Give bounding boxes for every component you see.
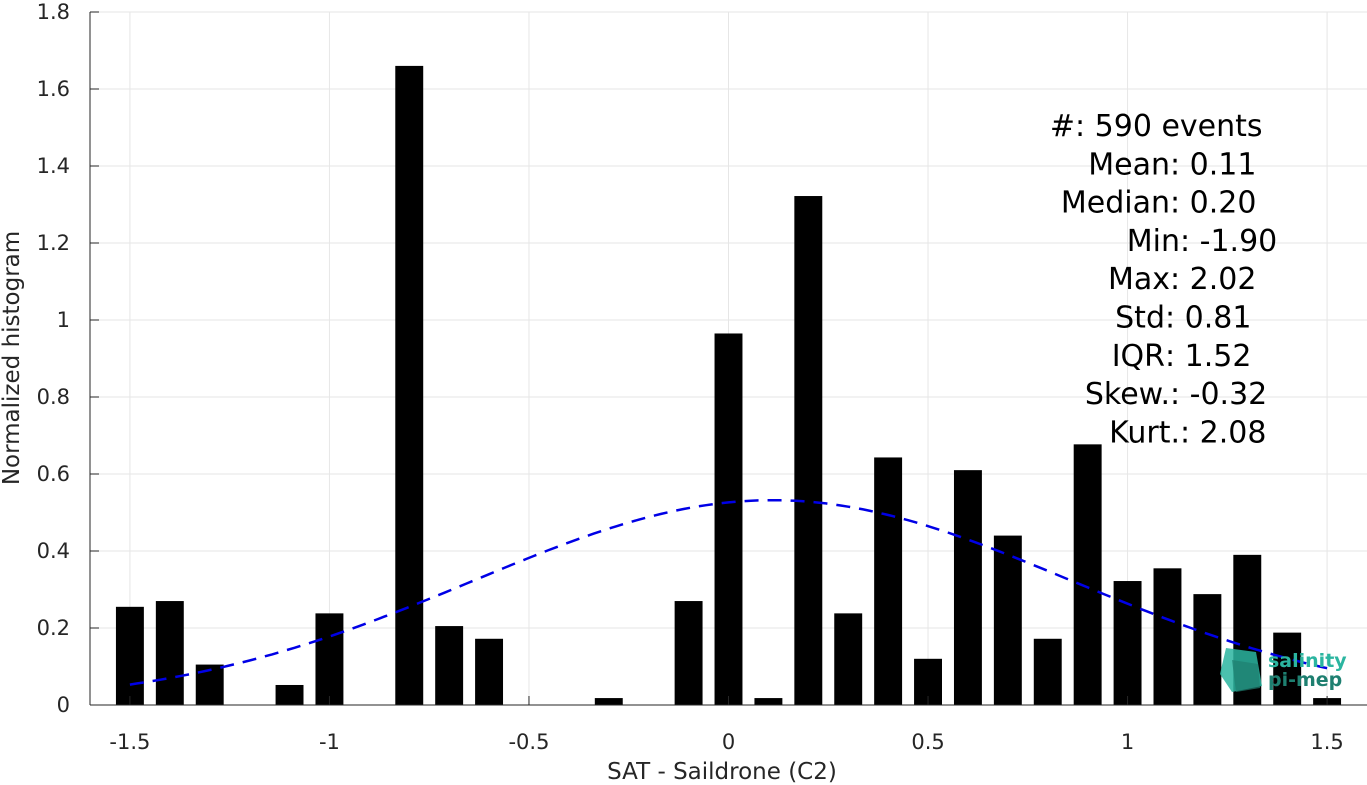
histogram-bar bbox=[953, 470, 982, 705]
x-tick-label: -0.5 bbox=[508, 730, 549, 754]
axes bbox=[89, 11, 1367, 706]
stats-label: Max bbox=[1108, 262, 1170, 297]
histogram-bar bbox=[874, 457, 903, 705]
logo-mark-shade-icon bbox=[1232, 660, 1260, 692]
stats-value: : 590 events bbox=[1075, 109, 1263, 144]
x-tick-labels: -1.5 -1 -0.5 0 0.5 1 1.5 bbox=[109, 730, 1343, 754]
histogram-bar bbox=[674, 601, 703, 705]
histogram-bar bbox=[594, 698, 623, 705]
x-tick-label: 1.5 bbox=[1310, 730, 1343, 754]
x-tick-label: 0 bbox=[722, 730, 735, 754]
y-tick-label: 1.2 bbox=[37, 231, 70, 255]
logo-line2: pi-mep bbox=[1268, 669, 1342, 691]
stats-value: : -1.90 bbox=[1180, 224, 1277, 259]
salinity-pi-mep-logo: salinity pi-mep bbox=[1220, 648, 1347, 692]
stats-value: : 0.11 bbox=[1170, 147, 1256, 182]
stats-value: : 0.20 bbox=[1170, 186, 1256, 221]
stats-value: : 2.08 bbox=[1180, 415, 1266, 450]
stats-label: Kurt. bbox=[1109, 415, 1180, 450]
stats-label: Skew. bbox=[1085, 377, 1170, 412]
histogram-bar bbox=[834, 613, 863, 705]
stats-label: # bbox=[1050, 109, 1075, 144]
y-tick-label: 0.4 bbox=[37, 539, 70, 563]
y-tick-label: 1 bbox=[57, 308, 70, 332]
histogram-bar bbox=[435, 626, 464, 705]
histogram-bar bbox=[1113, 581, 1142, 705]
histogram-bar bbox=[754, 698, 783, 705]
histogram-bar bbox=[1033, 638, 1062, 705]
histogram-bar bbox=[1153, 568, 1182, 705]
x-tick-label: 1 bbox=[1121, 730, 1134, 754]
histogram-bar bbox=[993, 535, 1022, 705]
stats-label: IQR bbox=[1112, 339, 1165, 374]
stats-label: Mean bbox=[1088, 147, 1170, 182]
x-tick-label: -1.5 bbox=[109, 730, 150, 754]
stats-value: : 1.52 bbox=[1165, 339, 1251, 374]
histogram-bar bbox=[794, 196, 823, 705]
histogram-bar bbox=[115, 606, 144, 705]
x-tick-label: 0.5 bbox=[911, 730, 944, 754]
stats-label: Min bbox=[1127, 224, 1180, 259]
histogram-bar bbox=[1193, 594, 1222, 705]
histogram-bar bbox=[155, 601, 184, 705]
histogram-bar bbox=[395, 65, 424, 705]
y-tick-label: 0.2 bbox=[37, 616, 70, 640]
y-tick-label: 1.8 bbox=[37, 0, 70, 24]
stats-label: Median bbox=[1061, 186, 1170, 221]
histogram-bar bbox=[1073, 444, 1102, 705]
histogram-bar bbox=[714, 333, 743, 705]
y-tick-label: 0.8 bbox=[37, 385, 70, 409]
y-tick-label: 0.6 bbox=[37, 462, 70, 486]
y-tick-label: 1.4 bbox=[37, 154, 70, 178]
histogram-bar bbox=[475, 638, 504, 705]
stats-value: : 2.02 bbox=[1170, 262, 1256, 297]
gaussian-fit-curve bbox=[129, 498, 1328, 686]
y-tick-label: 1.6 bbox=[37, 77, 70, 101]
y-tick-labels: 0 0.2 0.4 0.6 0.8 1 1.2 1.4 1.6 1.8 bbox=[37, 0, 70, 717]
histogram-bar bbox=[275, 684, 304, 705]
x-tick-label: -1 bbox=[319, 730, 340, 754]
x-axis-title: SAT - Saildrone (C2) bbox=[607, 759, 837, 785]
histogram-bar bbox=[315, 613, 344, 705]
histogram-bar bbox=[1273, 632, 1302, 705]
logo-line1: salinity bbox=[1268, 650, 1347, 672]
y-tick-label: 0 bbox=[57, 693, 70, 717]
stats-label: Std bbox=[1115, 301, 1165, 336]
stats-value: : 0.81 bbox=[1165, 301, 1251, 336]
y-axis-title: Normalized histogram bbox=[0, 231, 25, 485]
stats-value: : -0.32 bbox=[1170, 377, 1267, 412]
